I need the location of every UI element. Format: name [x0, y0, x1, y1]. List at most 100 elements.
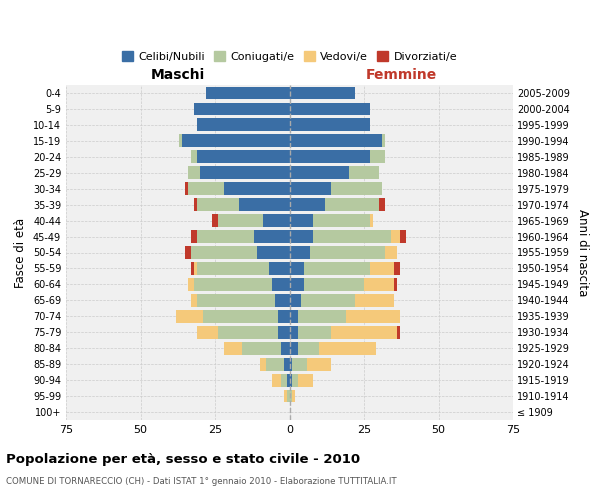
Text: Maschi: Maschi — [151, 68, 205, 82]
Bar — [179, 134, 182, 147]
Bar — [200, 166, 290, 179]
Bar — [281, 342, 290, 354]
Bar — [278, 326, 290, 338]
Bar — [203, 310, 278, 322]
Bar — [370, 214, 373, 227]
Bar — [194, 198, 197, 211]
Bar — [298, 310, 346, 322]
Bar — [224, 182, 290, 195]
Bar — [331, 182, 382, 195]
Bar — [290, 310, 298, 322]
Bar — [346, 310, 400, 322]
Bar — [218, 214, 263, 227]
Bar — [290, 278, 304, 291]
Bar — [290, 326, 298, 338]
Bar — [400, 230, 406, 243]
Bar — [298, 326, 331, 338]
Bar — [364, 278, 394, 291]
Bar — [194, 278, 272, 291]
Bar — [278, 310, 290, 322]
Bar — [284, 358, 290, 370]
Bar — [191, 246, 257, 259]
Bar — [290, 230, 313, 243]
Bar — [194, 102, 290, 116]
Bar — [394, 262, 400, 275]
Bar — [290, 246, 310, 259]
Bar — [319, 342, 376, 354]
Bar — [355, 294, 394, 306]
Bar — [292, 358, 307, 370]
Bar — [370, 262, 394, 275]
Bar — [290, 182, 331, 195]
Bar — [298, 342, 319, 354]
Bar — [266, 358, 284, 370]
Bar — [272, 374, 281, 386]
Y-axis label: Fasce di età: Fasce di età — [14, 218, 27, 288]
Bar — [197, 262, 269, 275]
Bar — [287, 374, 290, 386]
Bar — [301, 294, 355, 306]
Bar — [290, 86, 355, 100]
Bar — [185, 246, 191, 259]
Bar — [290, 198, 325, 211]
Bar — [310, 246, 385, 259]
Bar — [313, 214, 370, 227]
Bar — [292, 374, 298, 386]
Bar — [197, 150, 290, 163]
Bar — [290, 294, 301, 306]
Text: Femmine: Femmine — [365, 68, 437, 82]
Bar — [298, 374, 313, 386]
Bar — [188, 166, 200, 179]
Bar — [206, 86, 290, 100]
Bar — [290, 214, 313, 227]
Bar — [287, 390, 290, 402]
Bar — [307, 358, 331, 370]
Legend: Celibi/Nubili, Coniugati/e, Vedovi/e, Divorziati/e: Celibi/Nubili, Coniugati/e, Vedovi/e, Di… — [118, 47, 461, 66]
Y-axis label: Anni di nascita: Anni di nascita — [577, 209, 589, 296]
Bar — [382, 134, 385, 147]
Bar — [182, 134, 290, 147]
Bar — [188, 182, 224, 195]
Bar — [290, 342, 298, 354]
Bar — [188, 278, 194, 291]
Bar — [304, 278, 364, 291]
Bar — [331, 326, 397, 338]
Bar — [197, 198, 239, 211]
Bar — [290, 118, 370, 132]
Text: Popolazione per età, sesso e stato civile - 2010: Popolazione per età, sesso e stato civil… — [6, 452, 360, 466]
Bar — [197, 230, 254, 243]
Bar — [218, 326, 278, 338]
Bar — [260, 358, 266, 370]
Bar — [284, 390, 287, 402]
Bar — [290, 374, 292, 386]
Bar — [197, 118, 290, 132]
Bar — [269, 262, 290, 275]
Bar — [191, 262, 194, 275]
Bar — [224, 342, 242, 354]
Bar — [290, 262, 304, 275]
Bar — [194, 262, 197, 275]
Bar — [394, 278, 397, 291]
Bar — [325, 198, 379, 211]
Bar — [370, 150, 385, 163]
Bar — [191, 230, 197, 243]
Bar — [391, 230, 400, 243]
Bar — [272, 278, 290, 291]
Bar — [257, 246, 290, 259]
Bar — [212, 214, 218, 227]
Bar — [397, 326, 400, 338]
Bar — [191, 294, 197, 306]
Bar — [263, 214, 290, 227]
Bar — [290, 358, 292, 370]
Bar — [349, 166, 379, 179]
Bar — [304, 262, 370, 275]
Bar — [197, 294, 275, 306]
Bar — [281, 374, 287, 386]
Bar — [197, 326, 218, 338]
Bar — [313, 230, 391, 243]
Bar — [290, 166, 349, 179]
Bar — [290, 102, 370, 116]
Bar — [290, 150, 370, 163]
Bar — [292, 390, 295, 402]
Bar — [185, 182, 188, 195]
